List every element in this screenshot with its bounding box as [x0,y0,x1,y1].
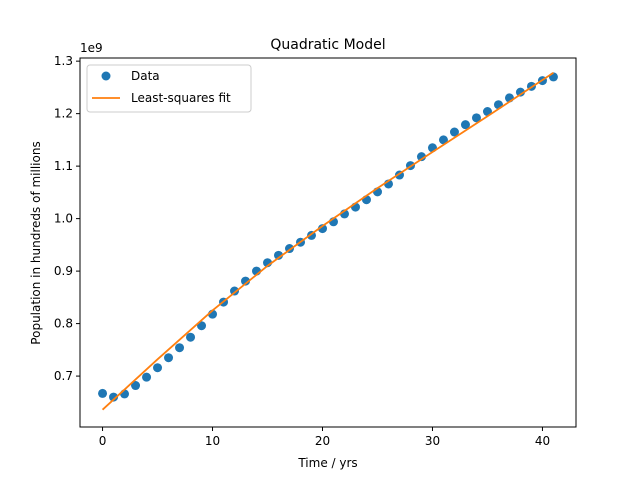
y-tick-label: 1.0 [54,212,73,226]
legend-fit-label: Least-squares fit [131,91,231,105]
legend-data-marker [101,71,111,81]
y-offset-text: 1e9 [80,41,103,55]
data-point [438,135,448,145]
y-tick-label: 1.2 [54,107,73,121]
x-axis: 0 10 20 30 40 [99,427,550,448]
x-tick-label: 20 [315,434,330,448]
y-axis-label: Population in hundreds of millions [29,141,43,344]
data-point [318,224,327,234]
data-point [460,120,470,130]
data-point [197,321,207,331]
legend-data-label: Data [131,69,160,83]
x-tick-label: 0 [99,434,107,448]
data-point [449,127,459,137]
y-tick-label: 0.8 [54,317,73,331]
legend: Data Least-squares fit [86,64,252,113]
data-point [142,372,152,382]
data-point [515,87,525,97]
data-point [131,381,141,391]
chart-title: Quadratic Model [270,37,385,53]
y-tick-label: 1.3 [54,54,73,68]
x-tick-label: 10 [205,434,220,448]
x-tick-label: 40 [535,434,550,448]
data-point [416,152,426,162]
x-axis-label: Time / yrs [297,456,357,470]
data-point [153,363,163,373]
axes-frame [79,57,577,428]
axes-border [79,57,577,428]
x-tick-label: 30 [425,434,440,448]
data-point [241,276,251,286]
data-point [175,343,185,353]
legend-box [86,64,252,113]
fit-line [101,71,554,411]
y-tick-label: 0.7 [54,369,73,383]
y-axis: 0.7 0.8 0.9 1.0 1.1 1.2 1.3 [54,54,80,383]
data-point [471,113,481,123]
data-point [274,250,284,260]
y-tick-label: 1.1 [54,159,73,173]
data-point [186,332,196,342]
plot-area [98,71,558,411]
y-tick-label: 0.9 [54,264,73,278]
data-point [98,388,108,398]
data-point [120,389,130,399]
data-point [164,353,174,363]
data-point [109,392,119,402]
